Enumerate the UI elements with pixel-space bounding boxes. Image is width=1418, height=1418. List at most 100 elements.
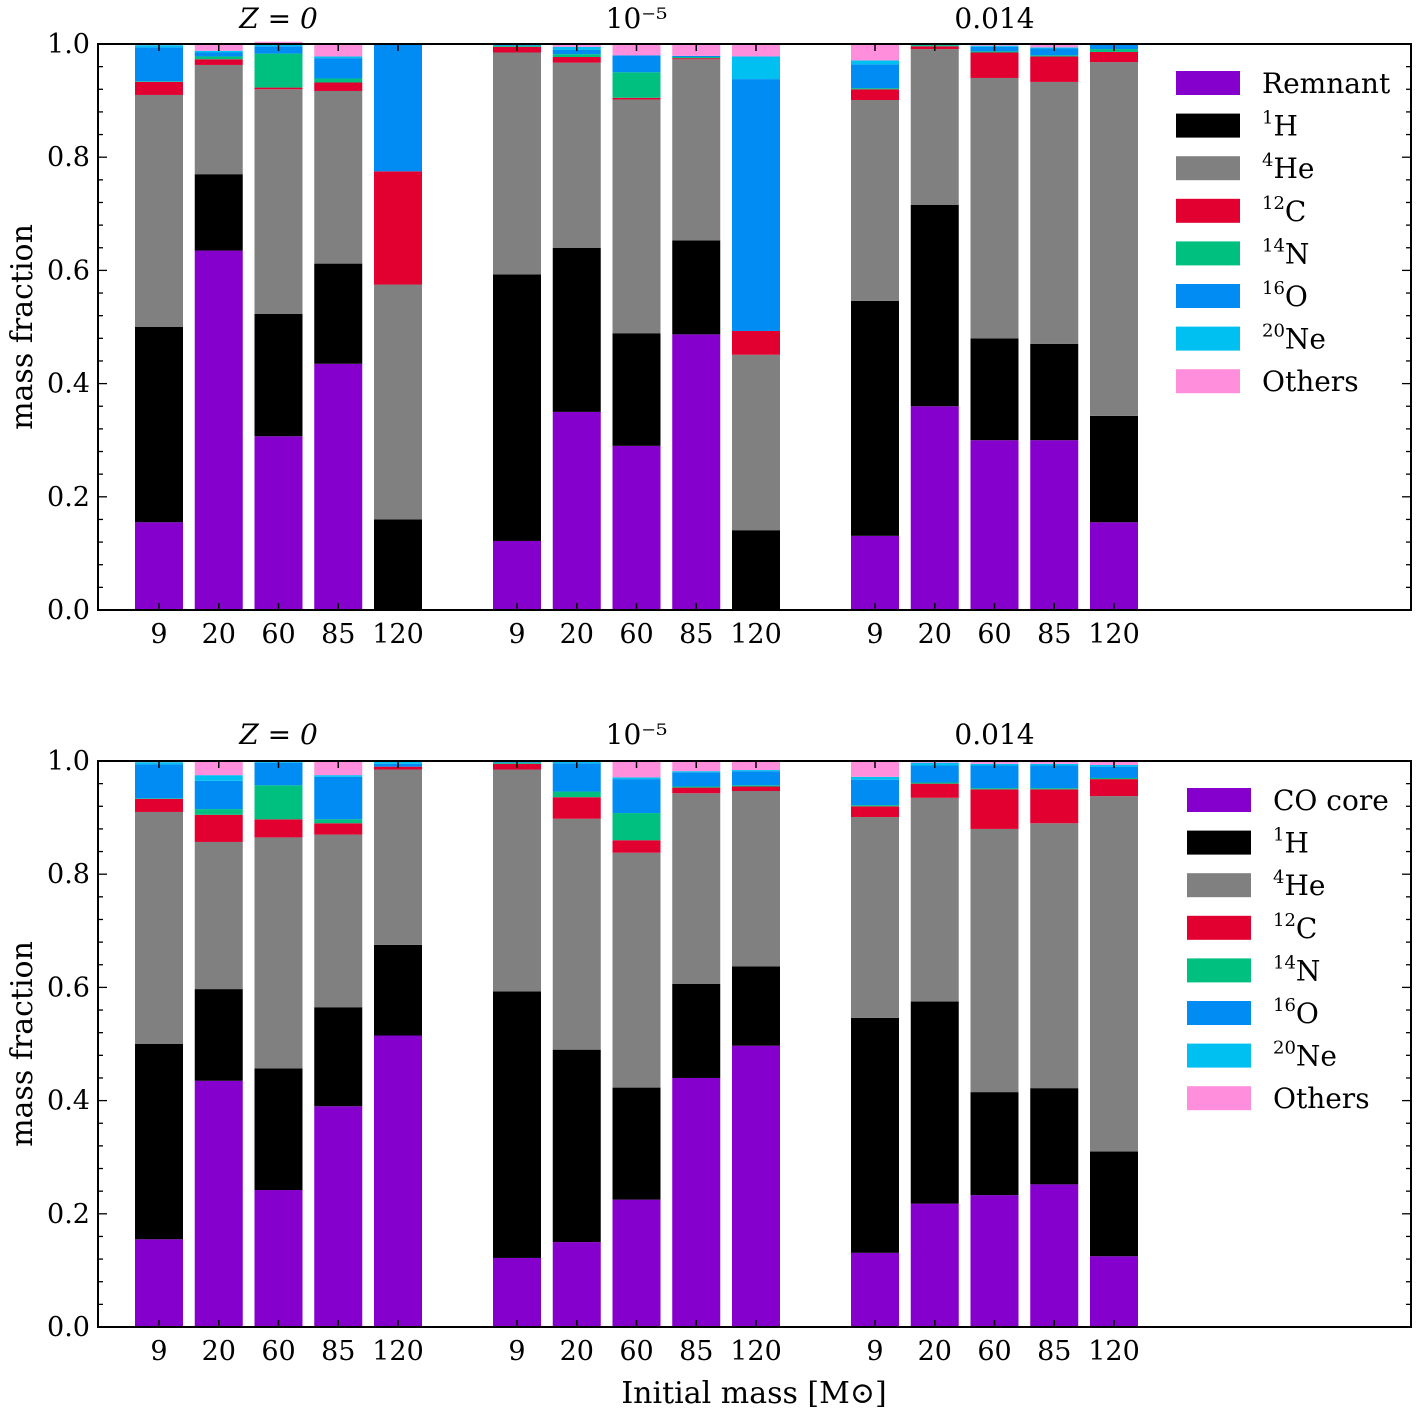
bar-segment-co-core: [1030, 1184, 1079, 1327]
bar-segment-12c: [254, 819, 303, 838]
bar-segment-16o: [851, 64, 899, 89]
bar-segment-4he: [1030, 823, 1079, 1089]
axes-frame: [97, 43, 1412, 611]
legend-entry: 16O: [1273, 995, 1319, 1030]
bar-segment-4he: [493, 52, 541, 275]
bar-segment-remnant: [314, 363, 363, 610]
bar-segment-1h: [374, 519, 422, 610]
bar-segment-4he: [254, 89, 303, 314]
legend-entry: 4He: [1273, 867, 1325, 902]
legend-entry: 14N: [1262, 235, 1309, 270]
bar-segment-1h: [135, 327, 183, 523]
bar-segment-14n: [1030, 788, 1079, 790]
bar-segment-20ne: [851, 60, 899, 65]
legend-entry: 1H: [1262, 108, 1298, 143]
bar-segment-14n: [851, 88, 899, 90]
bar-segment-16o: [612, 55, 661, 73]
x-tick-label: 120: [1088, 619, 1140, 650]
group-title: Z = 0: [238, 718, 318, 751]
bar-segment-12c: [552, 797, 601, 819]
y-tick-label: 1.0: [47, 746, 90, 777]
bar-segment-16o: [314, 58, 363, 79]
bar-segment-4he: [672, 59, 721, 241]
group-title: 0.014: [954, 718, 1034, 751]
bar-segment-1h: [314, 1007, 363, 1107]
bar-segment-20ne: [314, 775, 363, 777]
bar-segment-co-core: [254, 1190, 303, 1327]
bar-segment-remnant: [1030, 440, 1079, 610]
bar-segment-1h: [552, 247, 601, 412]
bar-segment-16o: [910, 765, 959, 783]
bar-segment-1h: [1090, 415, 1138, 523]
y-tick-label: 1.0: [47, 29, 90, 60]
bar-segment-4he: [194, 841, 243, 990]
x-tick-label: 60: [977, 1336, 1011, 1367]
x-tick-label: 20: [202, 1336, 236, 1367]
bar-segment-others: [851, 761, 899, 777]
bar-segment-4he: [851, 100, 899, 301]
legend-swatch: [1176, 113, 1240, 138]
bar-segment-4he: [970, 828, 1019, 1093]
legend-entry: 20Ne: [1273, 1038, 1337, 1073]
bar-segment-14n: [612, 813, 661, 841]
bar-segment-16o: [1030, 48, 1079, 56]
bar-segment-12c: [135, 81, 183, 95]
bar-segment-4he: [194, 64, 243, 175]
bar-segment-co-core: [1090, 1256, 1138, 1327]
bar-segment-others: [612, 761, 661, 778]
bar-segment-16o: [552, 49, 601, 55]
x-tick-label: 120: [1088, 1336, 1140, 1367]
bar-segment-1h: [910, 204, 959, 407]
bar-segment-12c: [672, 787, 721, 794]
bar-segment-others: [851, 44, 899, 61]
legend-swatch: [1187, 915, 1251, 940]
legend-swatch: [1176, 326, 1240, 351]
bar-segment-16o: [970, 765, 1019, 789]
x-axis-label: Initial mass [M⊙]: [621, 1376, 886, 1411]
bar-segment-12c: [612, 97, 661, 100]
y-tick-label: 0.4: [47, 1086, 90, 1117]
x-tick-label: 9: [150, 1336, 167, 1367]
bar-segment-co-core: [612, 1199, 661, 1327]
x-tick-label: 60: [619, 619, 653, 650]
legend-swatch: [1187, 1043, 1251, 1068]
bar-segment-12c: [1090, 51, 1138, 63]
bar-segment-co-core: [672, 1077, 721, 1327]
bar-segment-1h: [910, 1001, 959, 1204]
bar-segment-16o: [194, 780, 243, 810]
y-tick-label: 0.8: [47, 142, 90, 173]
legend-swatch: [1187, 1001, 1251, 1025]
bar-segment-remnant: [194, 250, 243, 610]
legend-entry: 16O: [1262, 278, 1308, 313]
legend-swatch: [1176, 284, 1240, 308]
bar-segment-12c: [910, 783, 959, 798]
bar-segment-16o: [1030, 765, 1079, 789]
legend-entry: 20Ne: [1262, 321, 1326, 356]
bar-segment-12c: [135, 798, 183, 812]
bar-segment-1h: [552, 1049, 601, 1243]
legend-swatch: [1176, 198, 1240, 223]
bar-segment-1h: [314, 263, 363, 364]
y-tick-label: 0.4: [47, 369, 90, 400]
bar-segment-4he: [374, 284, 422, 520]
x-tick-label: 9: [508, 1336, 525, 1367]
bar-segment-4he: [135, 94, 183, 327]
bar-segment-16o: [1090, 766, 1138, 778]
bar-segment-co-core: [970, 1195, 1019, 1327]
bar-segment-co-core: [732, 1045, 780, 1327]
bar-segment-1h: [970, 338, 1019, 441]
legend-entry: 1H: [1273, 825, 1309, 860]
x-tick-label: 120: [730, 619, 782, 650]
bar-segment-16o: [374, 44, 422, 172]
bar-segment-4he: [552, 818, 601, 1050]
bar-segment-14n: [314, 78, 363, 83]
x-tick-label: 60: [977, 619, 1011, 650]
legend-entry: Others: [1273, 1082, 1370, 1115]
bar-segment-12c: [970, 52, 1019, 78]
bar-segment-14n: [135, 798, 183, 799]
bar-segment-4he: [910, 49, 959, 205]
bar-segment-12c: [374, 766, 422, 770]
bar-segment-1h: [1030, 1088, 1079, 1185]
legend-swatch: [1176, 156, 1240, 181]
